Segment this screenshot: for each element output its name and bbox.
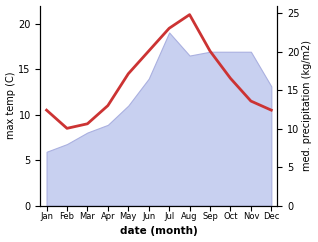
X-axis label: date (month): date (month) <box>120 227 198 236</box>
Y-axis label: med. precipitation (kg/m2): med. precipitation (kg/m2) <box>302 40 313 171</box>
Y-axis label: max temp (C): max temp (C) <box>5 72 16 139</box>
